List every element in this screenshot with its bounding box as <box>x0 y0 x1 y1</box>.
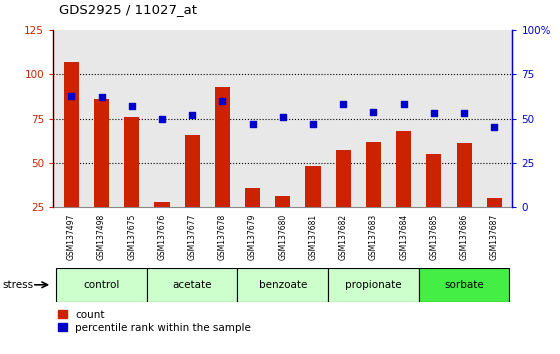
Bar <box>366 142 381 251</box>
Bar <box>64 62 79 251</box>
Bar <box>487 198 502 251</box>
Text: GSM137676: GSM137676 <box>157 213 166 260</box>
Text: GSM137675: GSM137675 <box>127 213 136 260</box>
Text: propionate: propionate <box>345 280 402 290</box>
Text: GSM137497: GSM137497 <box>67 213 76 260</box>
Text: GSM137678: GSM137678 <box>218 213 227 260</box>
Bar <box>245 188 260 251</box>
Bar <box>124 117 139 251</box>
Point <box>339 102 348 107</box>
Bar <box>147 268 237 302</box>
Bar <box>215 87 230 251</box>
Point <box>127 103 136 109</box>
Text: GSM137680: GSM137680 <box>278 213 287 260</box>
Text: GSM137684: GSM137684 <box>399 213 408 260</box>
Bar <box>396 131 411 251</box>
Point <box>430 110 438 116</box>
Text: GSM137686: GSM137686 <box>460 213 469 260</box>
Bar <box>94 99 109 251</box>
Bar <box>328 268 419 302</box>
Text: GSM137677: GSM137677 <box>188 213 197 260</box>
Text: GSM137683: GSM137683 <box>369 213 378 260</box>
Point <box>309 121 318 127</box>
Point <box>399 102 408 107</box>
Text: GDS2925 / 11027_at: GDS2925 / 11027_at <box>59 3 197 16</box>
Point <box>188 112 197 118</box>
Text: GSM137498: GSM137498 <box>97 213 106 260</box>
Bar <box>155 202 170 251</box>
Legend: count, percentile rank within the sample: count, percentile rank within the sample <box>58 310 251 333</box>
Text: stress: stress <box>3 280 34 290</box>
Text: GSM137685: GSM137685 <box>430 213 438 260</box>
Text: sorbate: sorbate <box>444 280 484 290</box>
Bar <box>419 268 510 302</box>
Point <box>248 121 257 127</box>
Point <box>218 98 227 104</box>
Text: control: control <box>83 280 120 290</box>
Text: GSM137681: GSM137681 <box>309 213 318 259</box>
Point <box>460 110 469 116</box>
Text: benzoate: benzoate <box>259 280 307 290</box>
Bar <box>335 150 351 251</box>
Text: acetate: acetate <box>172 280 212 290</box>
Text: GSM137679: GSM137679 <box>248 213 257 260</box>
Point <box>278 114 287 120</box>
Bar <box>456 143 472 251</box>
Text: GSM137687: GSM137687 <box>490 213 499 260</box>
Point <box>157 116 166 121</box>
Point <box>369 109 378 114</box>
Bar <box>56 268 147 302</box>
Bar <box>185 135 200 251</box>
Point <box>490 125 499 130</box>
Point <box>97 95 106 100</box>
Text: GSM137682: GSM137682 <box>339 213 348 259</box>
Bar <box>276 196 290 251</box>
Bar <box>305 166 320 251</box>
Point <box>67 93 76 98</box>
Bar <box>426 154 441 251</box>
Bar <box>237 268 328 302</box>
